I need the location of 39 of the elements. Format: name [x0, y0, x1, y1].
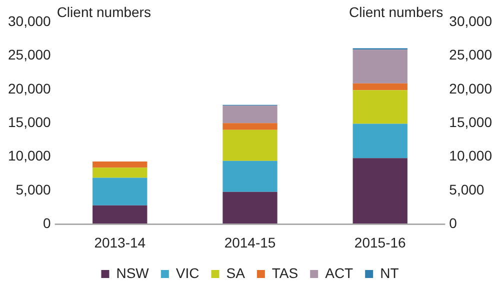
y-tick-label: 30,000	[8, 12, 52, 29]
legend-label: ACT	[325, 264, 354, 281]
bar	[352, 158, 408, 224]
legend-label: TAS	[272, 264, 298, 281]
bar	[352, 50, 408, 84]
bar	[352, 83, 408, 90]
y2-tick-label: 10,000	[449, 148, 492, 164]
y-tick-label: 20,000	[8, 80, 52, 96]
bar	[222, 123, 278, 130]
legend-label: NT	[380, 264, 400, 281]
legend-label: SA	[226, 264, 246, 281]
bar	[352, 90, 408, 124]
legend-label: VIC	[176, 264, 200, 281]
y-tick-label: 5,000	[16, 181, 52, 198]
bar	[92, 168, 148, 178]
y-tick-label: 0	[43, 215, 52, 232]
y2-tick-label: 30,000	[449, 12, 492, 29]
bar	[92, 162, 148, 168]
bar	[222, 160, 278, 192]
y2-tick-label: 15,000	[449, 114, 492, 130]
y-tick-label: 15,000	[8, 114, 52, 130]
y2-tick-label: 25,000	[449, 46, 492, 63]
y2-axis-title: Client numbers	[349, 4, 444, 20]
bar	[352, 124, 408, 158]
y2-tick-label: 0	[449, 215, 458, 232]
y2-tick-label: 20,000	[449, 80, 492, 96]
y-tick-label: 25,000	[8, 46, 52, 63]
legend-label: NSW	[116, 264, 150, 281]
x-tick-label: 2014-15	[224, 234, 276, 250]
y-axis-title: Client numbers	[56, 4, 151, 20]
bar	[222, 106, 278, 124]
bar	[92, 205, 148, 224]
y2-tick-label: 5,000	[449, 181, 484, 198]
x-tick-label: 2013-14	[94, 234, 146, 250]
bar	[92, 178, 148, 206]
y-tick-label: 10,000	[8, 148, 52, 164]
x-tick-label: 2015-16	[354, 234, 406, 250]
bar	[222, 192, 278, 224]
bar	[222, 130, 278, 161]
